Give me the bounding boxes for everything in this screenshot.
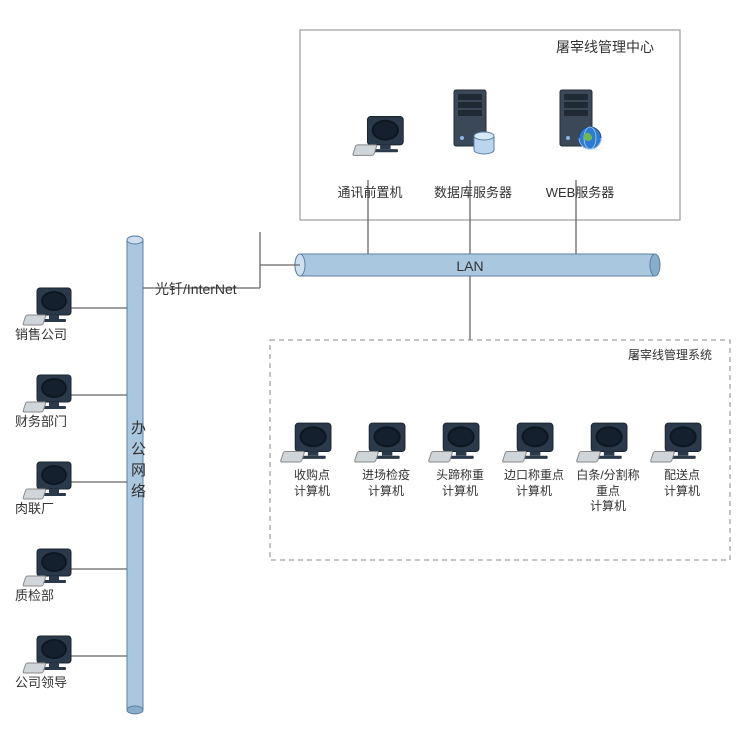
ms-node-label: 头蹄称重 计算机	[424, 468, 496, 499]
ms-node-label: 收购点 计算机	[276, 468, 348, 499]
office-node-label: 公司领导	[15, 675, 85, 692]
ms-node-label: 配送点 计算机	[646, 468, 718, 499]
ms-workstation-icon	[428, 423, 479, 462]
office-workstation-icon	[23, 288, 71, 325]
ms-node-label: 进场检疫 计算机	[350, 468, 422, 499]
office-workstation-icon	[23, 636, 71, 673]
management-center-title: 屠宰线管理中心	[540, 38, 670, 56]
office-workstation-icon	[23, 549, 71, 586]
office-workstation-icon	[23, 375, 71, 412]
office-node-label: 肉联厂	[15, 501, 85, 518]
ms-workstation-icon	[502, 423, 553, 462]
office-node-label: 质检部	[15, 588, 85, 605]
ms-workstation-icon	[354, 423, 405, 462]
mc-node-1-label: 数据库服务器	[428, 185, 518, 202]
ms-workstation-icon	[650, 423, 701, 462]
management-system-box	[270, 340, 730, 560]
office-node-label: 财务部门	[15, 414, 85, 431]
db-server-icon	[454, 90, 494, 154]
office-workstation-icon	[23, 462, 71, 499]
mc-node-0-label: 通讯前置机	[330, 185, 410, 202]
comm-front-workstation-icon	[353, 117, 404, 156]
ms-workstation-icon	[576, 423, 627, 462]
lan-label: LAN	[430, 257, 510, 275]
mc-node-2-label: WEB服务器	[535, 185, 625, 202]
ms-workstation-icon	[280, 423, 331, 462]
management-system-title: 屠宰线管理系统	[620, 348, 720, 364]
office-network-label: 办公网络	[127, 420, 148, 504]
web-server-icon	[560, 90, 601, 149]
link-label: 光钎/InterNet	[155, 280, 265, 298]
office-node-label: 销售公司	[15, 327, 85, 344]
ms-node-label: 边口称重点 计算机	[498, 468, 570, 499]
ms-node-label: 白条/分割称重点 计算机	[572, 468, 644, 515]
